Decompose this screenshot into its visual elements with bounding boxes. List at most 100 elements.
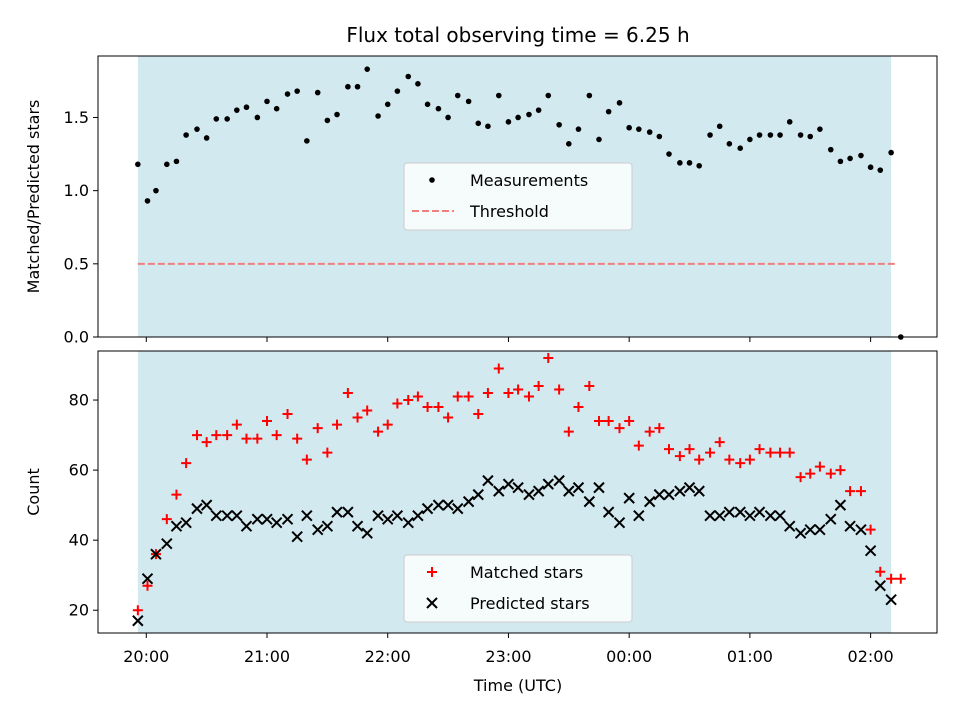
legend-marker-swatch <box>429 177 435 183</box>
predicted-star-point <box>472 488 484 501</box>
measurement-point <box>526 111 532 118</box>
measurement-point <box>435 105 442 112</box>
predicted-star-point <box>855 523 867 536</box>
predicted-star-point <box>270 516 283 529</box>
measurement-point <box>807 133 814 140</box>
matched-star-point <box>805 468 816 479</box>
measurement-point <box>586 92 593 99</box>
predicted-star-point <box>804 523 816 536</box>
measurement-point <box>888 149 894 156</box>
predicted-star-point <box>825 513 837 525</box>
predicted-star-point <box>885 594 897 606</box>
matched-star-point <box>835 465 846 476</box>
predicted-star-point <box>240 520 253 532</box>
measurement-point <box>636 126 642 132</box>
matched-star-point <box>674 451 685 462</box>
matched-star-point <box>775 447 786 458</box>
matched-star-point <box>161 514 172 525</box>
chart-title: Flux total observing time = 6.25 h <box>346 23 689 47</box>
measurement-point <box>254 114 261 121</box>
matched-star-point <box>845 486 856 497</box>
measurement-point <box>827 146 834 153</box>
measurement-point <box>324 117 331 124</box>
measurement-point <box>646 129 653 135</box>
matched-star-point <box>211 430 222 441</box>
matched-star-point <box>624 416 635 427</box>
matched-star-point <box>222 430 233 441</box>
x-tick-label: 23:00 <box>485 647 531 666</box>
matched-star-point <box>875 566 886 577</box>
predicted-star-point <box>361 527 373 539</box>
matched-star-point <box>503 388 514 399</box>
predicted-star-point <box>452 502 464 515</box>
measurement-point <box>445 114 451 121</box>
measurement-point <box>243 104 250 111</box>
ratio-x-ticks <box>145 337 872 342</box>
matched-star-point <box>814 461 825 472</box>
matched-star-point <box>735 458 746 469</box>
predicted-star-point <box>674 485 686 497</box>
predicted-star-point <box>342 506 354 518</box>
measurement-point <box>294 88 300 94</box>
predicted-star-point <box>331 506 343 518</box>
y-tick-label: 20 <box>69 601 89 620</box>
matched-star-point <box>301 454 312 465</box>
y-tick-label: 1.5 <box>64 108 89 127</box>
matched-star-point <box>724 454 735 465</box>
predicted-star-point <box>161 537 173 550</box>
predicted-star-point <box>563 485 575 497</box>
predicted-star-point <box>281 513 294 525</box>
matched-star-point <box>422 402 433 413</box>
measurement-point <box>203 135 210 141</box>
matched-star-point <box>271 430 282 441</box>
matched-star-point <box>554 384 565 395</box>
measurement-point <box>535 107 542 113</box>
matched-star-point <box>523 391 534 402</box>
measurement-point <box>716 123 723 130</box>
predicted-star-point <box>462 495 475 508</box>
matched-star-point <box>241 433 252 444</box>
legend-label: Matched stars <box>470 563 583 582</box>
predicted-star-point <box>542 478 554 490</box>
matched-star-point <box>433 402 444 413</box>
measurement-point <box>858 152 864 159</box>
predicted-star-point <box>412 509 424 522</box>
matched-star-point <box>633 440 644 451</box>
matched-star-point <box>543 353 554 364</box>
predicted-star-point <box>814 523 826 536</box>
predicted-star-point <box>572 481 585 494</box>
measurement-point <box>384 101 391 108</box>
measurement-point <box>505 119 512 125</box>
measurement-point <box>164 161 170 168</box>
predicted-star-point <box>493 485 505 497</box>
predicted-star-point <box>693 485 705 497</box>
matched-star-point <box>342 388 353 399</box>
matched-star-point <box>855 486 866 497</box>
measurement-point <box>475 120 482 127</box>
count-y-axis-label: Count <box>24 468 43 516</box>
predicted-star-point <box>864 544 877 557</box>
measurement-point <box>707 132 713 138</box>
measurement-point <box>545 92 552 99</box>
measurement-point <box>465 98 472 105</box>
predicted-star-point <box>170 520 183 532</box>
matched-star-point <box>443 412 454 423</box>
count-marks <box>132 353 906 627</box>
measurement-point <box>575 126 582 132</box>
measurement-point <box>424 101 431 108</box>
measurement-point <box>485 123 491 130</box>
matched-star-point <box>895 573 906 584</box>
measurement-point <box>173 158 180 165</box>
predicted-star-point <box>593 481 605 494</box>
measurement-point <box>686 160 693 166</box>
y-tick-label: 80 <box>69 391 89 410</box>
measurement-point <box>213 116 220 122</box>
matched-star-point <box>282 409 293 420</box>
measurement-point <box>847 155 853 162</box>
y-tick-label: 1.0 <box>64 181 89 200</box>
measurement-point <box>354 83 361 90</box>
predicted-star-point <box>261 513 273 525</box>
predicted-star-point <box>734 506 746 518</box>
matched-star-point <box>412 391 423 402</box>
predicted-star-point <box>602 506 615 518</box>
